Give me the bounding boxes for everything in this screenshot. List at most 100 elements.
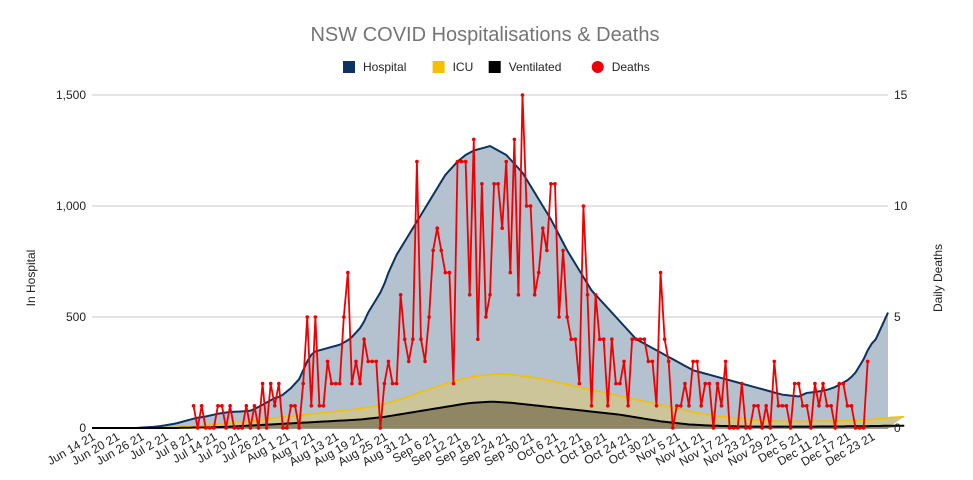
deaths-point (800, 404, 805, 408)
deaths-point (744, 426, 748, 430)
deaths-point (634, 337, 638, 342)
legend-label-hospital: Hospital (363, 60, 406, 74)
deaths-point (305, 315, 310, 319)
deaths-point (658, 270, 663, 275)
deaths-point (484, 315, 488, 319)
deaths-point (756, 404, 760, 408)
deaths-point (281, 426, 285, 430)
deaths-point (317, 404, 322, 408)
deaths-point (220, 404, 224, 408)
deaths-point (670, 426, 675, 430)
deaths-point (610, 337, 614, 342)
deaths-point (646, 359, 651, 364)
deaths-point (788, 426, 793, 430)
y-tick-label: 1,500 (56, 88, 86, 102)
deaths-point (207, 426, 212, 430)
deaths-point (849, 404, 854, 408)
deaths-point (764, 404, 768, 408)
y2-tick-label: 10 (894, 199, 908, 213)
deaths-point (390, 381, 395, 386)
deaths-point (569, 337, 574, 342)
deaths-point (443, 270, 448, 275)
deaths-point (516, 293, 521, 297)
deaths-point (833, 426, 837, 430)
deaths-point (597, 337, 602, 342)
deaths-point (719, 404, 724, 408)
deaths-point (723, 359, 728, 364)
deaths-point (735, 426, 740, 430)
deaths-point (825, 404, 829, 408)
deaths-point (277, 381, 281, 386)
deaths-point (727, 426, 732, 430)
deaths-point (370, 359, 375, 364)
deaths-point (748, 426, 752, 430)
deaths-point (865, 359, 870, 364)
legend-swatch-icu (432, 61, 445, 73)
deaths-point (703, 381, 708, 386)
deaths-point (492, 182, 496, 186)
deaths-point (512, 137, 517, 142)
deaths-point (536, 270, 541, 275)
deaths-point (191, 404, 196, 408)
deaths-point (362, 337, 366, 342)
deaths-point (760, 426, 764, 430)
legend-swatch-hospital (343, 61, 355, 73)
deaths-point (679, 404, 683, 408)
deaths-point (272, 404, 277, 408)
deaths-point (354, 359, 358, 364)
deaths-point (687, 404, 691, 408)
area-icu (92, 373, 905, 428)
deaths-point (614, 381, 618, 386)
deaths-point (561, 248, 565, 253)
deaths-point (329, 381, 334, 386)
deaths-point (504, 159, 509, 164)
chart-title: NSW COVID Hospitalisations & Deaths (310, 24, 659, 46)
deaths-point (752, 404, 756, 408)
deaths-point (622, 359, 626, 364)
deaths-point (411, 337, 415, 342)
deaths-point (346, 270, 350, 275)
deaths-point (224, 426, 228, 430)
deaths-point (699, 404, 703, 408)
y-tick-label: 0 (79, 421, 86, 435)
deaths-point (804, 404, 809, 408)
deaths-point (256, 426, 261, 430)
deaths-point (837, 381, 842, 386)
deaths-point (199, 404, 204, 408)
legend-label-deaths: Deaths (612, 60, 650, 74)
deaths-point (378, 426, 383, 430)
deaths-point (366, 359, 370, 364)
deaths-point (565, 315, 569, 319)
y2-tick-label: 0 (894, 421, 901, 435)
deaths-point (476, 337, 480, 342)
deaths-point (337, 381, 342, 386)
deaths-point (500, 226, 504, 230)
deaths-point (232, 426, 236, 430)
deaths-point (581, 204, 586, 208)
deaths-point (471, 137, 476, 142)
deaths-point (792, 381, 797, 386)
deaths-point (553, 182, 557, 186)
deaths-point (853, 426, 858, 430)
deaths-point (809, 426, 813, 430)
deaths-point (398, 293, 403, 297)
deaths-point (264, 426, 269, 430)
deaths-point (350, 381, 354, 386)
deaths-point (662, 337, 667, 342)
deaths-point (593, 293, 598, 297)
y-axis-left-label: In Hospital (24, 250, 38, 307)
deaths-point (654, 404, 659, 408)
deaths-point (841, 381, 846, 386)
deaths-point (236, 426, 240, 430)
legend-label-icu: ICU (453, 60, 474, 74)
deaths-point (240, 426, 245, 430)
deaths-point (508, 270, 513, 275)
deaths-point (780, 404, 785, 408)
deaths-point (419, 337, 423, 342)
deaths-point (683, 381, 687, 386)
deaths-point (845, 404, 850, 408)
deaths-point (557, 315, 561, 319)
deaths-point (195, 426, 200, 430)
deaths-point (203, 426, 208, 430)
